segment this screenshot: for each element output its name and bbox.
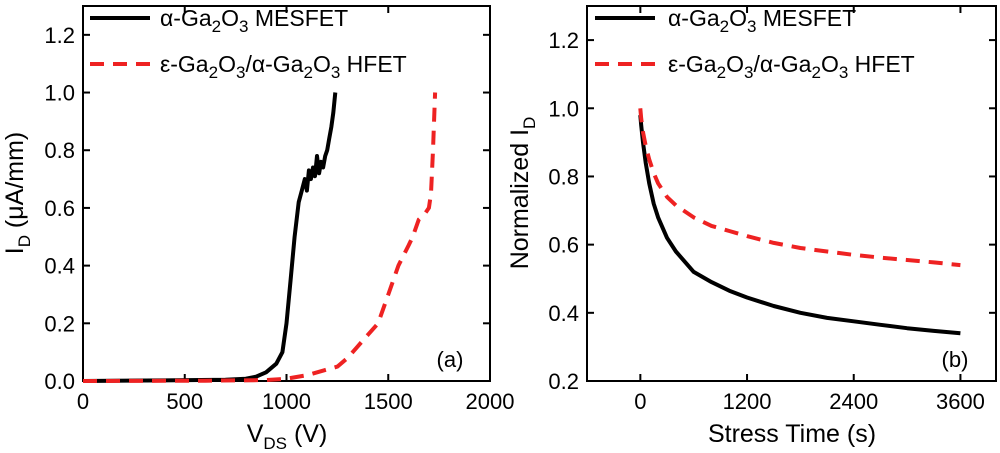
panel-a-x-tick-label: 1500 <box>364 389 413 414</box>
panel-a-y-tick-label: 1.2 <box>44 23 75 48</box>
panel-a-y-tick-label: 0.2 <box>44 311 75 336</box>
panel-a-x-tick-label: 1000 <box>262 389 311 414</box>
panel-a-y-tick-label: 0.8 <box>44 138 75 163</box>
panel-b-legend-label-mesfet: α-Ga2O3 MESFET <box>668 5 856 36</box>
panel-b-y-ticks: 0.2 0.4 0.6 0.8 1.0 1.2 <box>548 28 996 394</box>
panel-b-x-tick-label: 1200 <box>723 389 772 414</box>
panel-b-y-tick-label: 0.2 <box>548 369 579 394</box>
panel-b-x-ticks: 0 1200 2400 3600 <box>634 6 985 414</box>
panel-a: 0 500 1000 1500 2000 0.0 0.2 0.4 0.6 0.8 1.0 1.2 α… <box>1 5 514 453</box>
panel-a-y-tick-label: 0.4 <box>44 254 75 279</box>
panel-b-legend-label-hfet: ε-Ga2O3/α-Ga2O3 HFET <box>668 51 915 82</box>
panel-b-x-tick-label: 3600 <box>936 389 985 414</box>
panel-b-series-hfet-line <box>638 108 961 268</box>
panel-a-label: (a) <box>437 347 464 372</box>
panel-a-y-tick-label: 0.0 <box>44 369 75 394</box>
panel-b-x-axis-title: Stress Time (s) <box>708 420 876 448</box>
panel-b: 0 1200 2400 3600 0.2 0.4 0.6 0.8 1.0 1.2 α-Ga2O3… <box>506 5 997 448</box>
panel-b-plot-frame <box>586 5 997 382</box>
panel-a-series-mesfet-line <box>82 92 338 383</box>
panel-b-y-tick-label: 1.0 <box>548 96 579 121</box>
panel-a-x-tick-label: 0 <box>77 389 89 414</box>
panel-a-legend-label-mesfet: α-Ga2O3 MESFET <box>160 5 348 36</box>
panel-a-x-axis-title: VDS (V) <box>247 420 328 453</box>
panel-b-x-tick-label: 0 <box>634 389 646 414</box>
panel-a-x-tick-label: 500 <box>166 389 203 414</box>
panel-b-y-tick-label: 0.8 <box>548 164 579 189</box>
panel-b-y-tick-label: 0.6 <box>548 233 579 258</box>
panel-a-x-tick-label: 2000 <box>466 389 515 414</box>
panel-b-y-tick-label: 1.2 <box>548 28 579 53</box>
panel-a-series-hfet-line <box>82 92 438 383</box>
panel-a-y-ticks: 0.0 0.2 0.4 0.6 0.8 1.0 1.2 <box>44 23 490 394</box>
panel-b-y-axis-title: Normalized ID <box>506 117 539 270</box>
panel-b-label: (b) <box>942 347 969 372</box>
panel-a-x-ticks: 0 500 1000 1500 2000 <box>77 6 515 414</box>
panel-a-legend-label-hfet: ε-Ga2O3/α-Ga2O3 HFET <box>160 51 407 82</box>
panel-a-y-tick-label: 1.0 <box>44 81 75 106</box>
panel-a-y-tick-label: 0.6 <box>44 196 75 221</box>
panel-a-y-axis-title: ID (μA/mm) <box>1 132 34 255</box>
panel-b-series <box>638 108 961 336</box>
panel-b-y-tick-label: 0.4 <box>548 301 579 326</box>
panel-a-series <box>82 92 438 383</box>
panel-b-x-tick-label: 2400 <box>829 389 878 414</box>
panel-b-series-mesfet-line <box>638 114 961 336</box>
